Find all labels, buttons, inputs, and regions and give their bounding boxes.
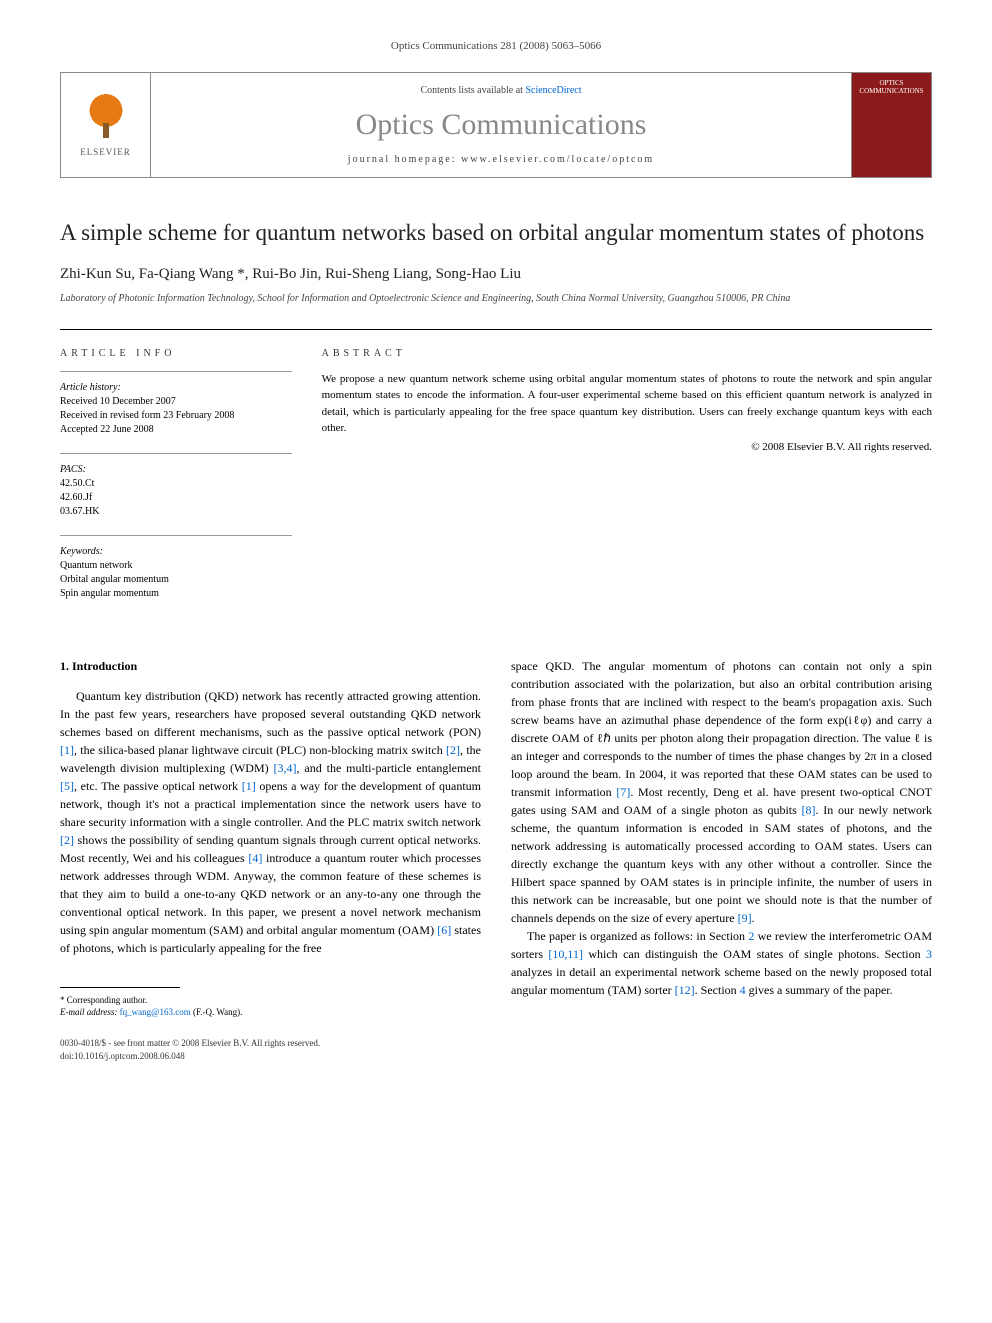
body-text: which can distinguish the OAM states of … xyxy=(583,947,926,961)
elsevier-label: ELSEVIER xyxy=(80,147,131,157)
keywords-label: Keywords: xyxy=(60,546,292,557)
sciencedirect-link[interactable]: ScienceDirect xyxy=(525,85,581,96)
right-column: space QKD. The angular momentum of photo… xyxy=(511,657,932,1062)
abstract-copyright: © 2008 Elsevier B.V. All rights reserved… xyxy=(322,441,932,453)
history-accepted: Accepted 22 June 2008 xyxy=(60,423,292,437)
email-link[interactable]: fq_wang@163.com xyxy=(120,1007,191,1017)
section-1-heading: 1. Introduction xyxy=(60,657,481,675)
bottom-meta: 0030-4018/$ - see front matter © 2008 El… xyxy=(60,1037,481,1062)
journal-header-box: ELSEVIER Contents lists available at Sci… xyxy=(60,72,932,178)
journal-info: Contents lists available at ScienceDirec… xyxy=(151,73,851,177)
ref-link-5[interactable]: [5] xyxy=(60,779,74,793)
ref-link-1011[interactable]: [10,11] xyxy=(548,947,583,961)
body-paragraph-right-2: The paper is organized as follows: in Se… xyxy=(511,927,932,999)
article-history-block: Article history: Received 10 December 20… xyxy=(60,371,292,437)
body-text: gives a summary of the paper. xyxy=(746,983,893,997)
journal-name: Optics Communications xyxy=(151,108,851,142)
ref-link-1b[interactable]: [1] xyxy=(242,779,256,793)
journal-cover-thumbnail: OPTICS COMMUNICATIONS xyxy=(851,73,931,177)
body-text: . In our newly network scheme, the quant… xyxy=(511,803,932,925)
intro-paragraph: Quantum key distribution (QKD) network h… xyxy=(60,687,481,957)
history-revised: Received in revised form 23 February 200… xyxy=(60,409,292,423)
footnote-divider xyxy=(60,987,180,988)
keyword-2: Spin angular momentum xyxy=(60,587,292,601)
abstract-text: We propose a new quantum network scheme … xyxy=(322,371,932,437)
ref-link-2[interactable]: [2] xyxy=(446,743,460,757)
abstract-column: ABSTRACT We propose a new quantum networ… xyxy=(322,348,932,617)
ref-link-7[interactable]: [7] xyxy=(616,785,630,799)
email-label: E-mail address: xyxy=(60,1007,117,1017)
elsevier-tree-icon xyxy=(81,93,131,143)
ref-link-4[interactable]: [4] xyxy=(248,851,262,865)
pacs-code-2: 03.67.HK xyxy=(60,505,292,519)
issn-line: 0030-4018/$ - see front matter © 2008 El… xyxy=(60,1037,481,1050)
contents-text: Contents lists available at xyxy=(420,85,522,96)
contents-available-text: Contents lists available at ScienceDirec… xyxy=(151,85,851,96)
body-text: Quantum key distribution (QKD) network h… xyxy=(60,689,481,739)
abstract-heading: ABSTRACT xyxy=(322,348,932,359)
ref-link-1[interactable]: [1] xyxy=(60,743,74,757)
body-text: , etc. The passive optical network xyxy=(74,779,242,793)
elsevier-logo: ELSEVIER xyxy=(61,73,151,177)
article-title: A simple scheme for quantum networks bas… xyxy=(60,218,932,248)
body-text: . Section xyxy=(695,983,740,997)
pacs-block: PACS: 42.50.Ct 42.60.Jf 03.67.HK xyxy=(60,453,292,519)
corresponding-author: * Corresponding author. E-mail address: … xyxy=(60,994,481,1019)
ref-link-34[interactable]: [3,4] xyxy=(274,761,297,775)
ref-link-6[interactable]: [6] xyxy=(437,923,451,937)
history-received: Received 10 December 2007 xyxy=(60,395,292,409)
article-info-column: ARTICLE INFO Article history: Received 1… xyxy=(60,348,322,617)
ref-link-9[interactable]: [9] xyxy=(738,911,752,925)
body-text: space QKD. The angular momentum of photo… xyxy=(511,659,932,799)
doi-line: doi:10.1016/j.optcom.2008.06.048 xyxy=(60,1050,481,1063)
body-columns: 1. Introduction Quantum key distribution… xyxy=(60,657,932,1062)
journal-homepage: journal homepage: www.elsevier.com/locat… xyxy=(151,154,851,165)
cover-text: OPTICS COMMUNICATIONS xyxy=(852,73,931,101)
header-citation: Optics Communications 281 (2008) 5063–50… xyxy=(60,40,932,52)
body-paragraph-right-1: space QKD. The angular momentum of photo… xyxy=(511,657,932,927)
section-link-3[interactable]: 3 xyxy=(926,947,932,961)
pacs-label: PACS: xyxy=(60,464,292,475)
email-author: (F.-Q. Wang). xyxy=(193,1007,242,1017)
body-text: , the silica-based planar lightwave circ… xyxy=(74,743,446,757)
history-label: Article history: xyxy=(60,382,292,393)
affiliation: Laboratory of Photonic Information Techn… xyxy=(60,293,932,304)
body-text: , and the multi-particle entanglement xyxy=(297,761,481,775)
ref-link-2b[interactable]: [2] xyxy=(60,833,74,847)
keyword-0: Quantum network xyxy=(60,559,292,573)
body-text: . xyxy=(752,911,755,925)
body-text: The paper is organized as follows: in Se… xyxy=(527,929,748,943)
article-info-heading: ARTICLE INFO xyxy=(60,348,292,359)
pacs-code-0: 42.50.Ct xyxy=(60,477,292,491)
corresponding-label: * Corresponding author. xyxy=(60,994,481,1007)
authors: Zhi-Kun Su, Fa-Qiang Wang *, Rui-Bo Jin,… xyxy=(60,266,932,283)
left-column: 1. Introduction Quantum key distribution… xyxy=(60,657,481,1062)
keyword-1: Orbital angular momentum xyxy=(60,573,292,587)
pacs-code-1: 42.60.Jf xyxy=(60,491,292,505)
keywords-block: Keywords: Quantum network Orbital angula… xyxy=(60,535,292,601)
ref-link-12[interactable]: [12] xyxy=(675,983,695,997)
ref-link-8[interactable]: [8] xyxy=(802,803,816,817)
